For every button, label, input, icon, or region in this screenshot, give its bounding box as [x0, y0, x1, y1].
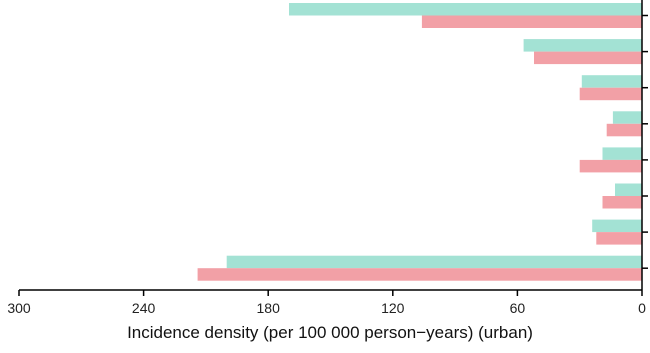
x-tick-label: 240: [132, 300, 156, 316]
bar-series1-item1: [289, 3, 642, 16]
x-axis-ticks: 300 240 180 120 60 0: [7, 290, 646, 316]
x-tick-label: 0: [638, 300, 646, 316]
bar-series1-item6: [615, 184, 642, 197]
x-tick-label: 180: [257, 300, 281, 316]
bar-series1-item3: [582, 75, 642, 88]
bar-series1-item8: [227, 256, 642, 269]
bar-series1-item5: [603, 147, 643, 160]
bar-series2-item2: [534, 52, 642, 65]
bar-series1-item7: [592, 220, 642, 233]
bars-group: [198, 3, 642, 281]
bar-series2-item8: [198, 268, 642, 281]
x-tick-label: 300: [7, 300, 31, 316]
bar-series2-item4: [607, 124, 642, 137]
bar-series2-item3: [580, 88, 642, 101]
y-category-ticks: [642, 16, 648, 269]
bar-series2-item5: [580, 160, 642, 173]
bar-series1-item2: [524, 39, 642, 52]
bar-series1-item4: [613, 111, 642, 124]
x-tick-label: 120: [381, 300, 405, 316]
bar-series2-item7: [596, 232, 642, 245]
x-axis-title: Incidence density (per 100 000 person−ye…: [127, 323, 533, 342]
x-tick-label: 60: [510, 300, 526, 316]
bar-series2-item1: [422, 16, 642, 29]
bar-series2-item6: [603, 196, 643, 209]
